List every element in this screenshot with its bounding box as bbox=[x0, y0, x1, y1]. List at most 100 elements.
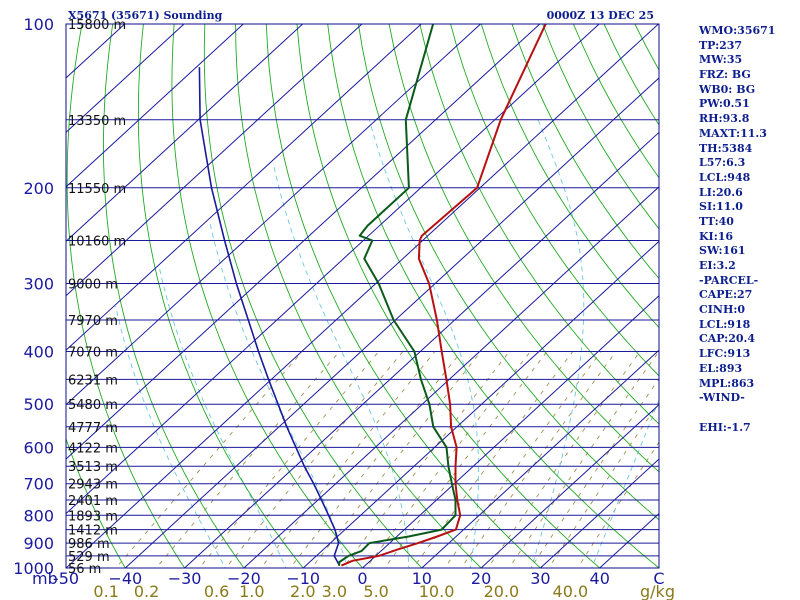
index-item: -WIND- bbox=[699, 391, 745, 405]
pressure-label: 800 bbox=[23, 506, 54, 525]
isotherm bbox=[66, 24, 600, 515]
pressure-label: 300 bbox=[23, 275, 54, 294]
mixing-ratio-line bbox=[577, 441, 659, 568]
index-item: TH:5384 bbox=[699, 141, 753, 155]
isotherm bbox=[66, 24, 422, 351]
pressure-labels: 1000 900 800 700 600 500 400 300 200 100 bbox=[13, 15, 54, 578]
index-item: WB0: BG bbox=[699, 82, 756, 96]
index-item: TP:237 bbox=[699, 38, 743, 52]
dry-adiabat bbox=[419, 24, 659, 425]
index-item: L57:6.3 bbox=[699, 156, 746, 170]
dry-adiabat bbox=[327, 24, 659, 568]
height-label: 1893 m bbox=[68, 509, 118, 524]
mixing-ratio-label: 1.0 bbox=[239, 582, 264, 600]
index-item: SW:161 bbox=[699, 244, 746, 258]
mixing-ratio-line bbox=[155, 351, 340, 568]
temperature-tick-label: −40 bbox=[108, 569, 142, 588]
dry-adiabat bbox=[480, 24, 659, 329]
mixing-ratio-label: 20.0 bbox=[484, 582, 520, 600]
height-label: 3513 m bbox=[68, 460, 118, 475]
index-item: LCL:948 bbox=[699, 170, 751, 184]
dry-adiabat bbox=[450, 24, 659, 377]
dry-adiabat bbox=[203, 24, 423, 568]
isotherms bbox=[66, 24, 659, 568]
height-label: 4122 m bbox=[68, 441, 118, 456]
height-label: 529 m bbox=[68, 550, 110, 565]
temperature-tick-label: 0 bbox=[357, 569, 367, 588]
height-label: 986 m bbox=[68, 537, 110, 552]
height-label: 7970 m bbox=[68, 314, 118, 329]
dry-adiabat bbox=[137, 24, 304, 568]
dry-adiabat bbox=[235, 24, 482, 568]
height-label: 13350 m bbox=[68, 114, 126, 129]
temperature-tick-label: 10 bbox=[412, 569, 432, 588]
index-item: SI:11.0 bbox=[699, 200, 743, 214]
dry-adiabat bbox=[103, 24, 245, 568]
mixing-ratio-label: 0.6 bbox=[204, 582, 229, 600]
mixing-ratio-line bbox=[115, 351, 303, 568]
isotherm bbox=[124, 77, 659, 568]
dry-adiabat bbox=[66, 24, 186, 568]
moist-adiabat bbox=[115, 305, 226, 568]
height-label: 6231 m bbox=[68, 373, 118, 388]
mixing-ratio-label: 2.0 bbox=[290, 582, 315, 600]
temperature-labels: -50 −40 −30 −20 −10 0 10 20 30 40 C bbox=[53, 569, 665, 588]
height-label: 9000 m bbox=[68, 278, 118, 293]
mixing-ratio-line bbox=[365, 351, 531, 568]
temperature-tick-label: 40 bbox=[590, 569, 610, 588]
index-item: EHI:-1.7 bbox=[699, 420, 751, 434]
index-item: TT:40 bbox=[699, 214, 734, 228]
moist-adiabat bbox=[158, 267, 287, 568]
mixing-ratio-label: 10.0 bbox=[419, 582, 455, 600]
dry-adiabat bbox=[265, 24, 542, 568]
index-item: MPL:863 bbox=[699, 376, 755, 390]
sounding-profiles bbox=[198, 24, 547, 567]
index-item: CAPE:27 bbox=[699, 288, 753, 302]
mixing-ratio-label: 0.1 bbox=[93, 582, 118, 600]
index-item: EL:893 bbox=[699, 361, 743, 375]
index-item: -PARCEL- bbox=[699, 273, 759, 287]
mixing-ratio-label: 3.0 bbox=[322, 582, 347, 600]
temperature-tick-label: C bbox=[653, 569, 664, 588]
mixing-ratio-line bbox=[260, 351, 436, 568]
pressure-unit-label: mb bbox=[32, 569, 58, 588]
pressure-label: 1000 bbox=[13, 559, 54, 578]
isotherm bbox=[184, 131, 659, 568]
plot-frame bbox=[65, 23, 660, 569]
sounding-title: X5671 (35671) Sounding bbox=[68, 9, 223, 22]
index-item: FRZ: BG bbox=[699, 68, 751, 82]
mixing-ratio-labels: 0.1 0.2 0.6 1.0 2.0 3.0 5.0 10.0 20.0 40.0 bbox=[93, 582, 588, 600]
temperature-tick-label: 30 bbox=[530, 569, 550, 588]
height-label: 11550 m bbox=[68, 182, 126, 197]
temperature-tick-label: −10 bbox=[286, 569, 320, 588]
mixing-ratio-label: 40.0 bbox=[553, 582, 589, 600]
temperature-tick-label: -50 bbox=[53, 569, 79, 588]
isotherm bbox=[66, 24, 244, 188]
isotherm bbox=[66, 24, 303, 242]
dry-adiabat bbox=[66, 437, 126, 568]
height-label: 1412 m bbox=[68, 524, 118, 539]
mixing-ratio-label: 0.2 bbox=[134, 582, 159, 600]
height-label: 4777 m bbox=[68, 421, 118, 436]
dry-adiabats bbox=[66, 24, 659, 568]
index-item: WMO:35671 bbox=[699, 24, 776, 37]
index-item: LCL:918 bbox=[699, 317, 751, 331]
dry-adiabat bbox=[511, 24, 659, 280]
isotherm bbox=[66, 24, 363, 297]
moist-adiabat bbox=[272, 162, 410, 568]
isotherm bbox=[66, 24, 659, 568]
mixing-ratio-line bbox=[311, 351, 482, 568]
mixing-ratio-line bbox=[198, 351, 380, 568]
height-label: 2401 m bbox=[68, 494, 118, 509]
height-label: 2943 m bbox=[68, 478, 118, 493]
index-item: EI:3.2 bbox=[699, 259, 736, 272]
isotherm bbox=[66, 24, 481, 406]
height-label: 7070 m bbox=[68, 346, 118, 361]
mixing-ratio-line bbox=[384, 351, 548, 568]
isotherm bbox=[480, 403, 659, 568]
index-item: LI:20.6 bbox=[699, 185, 743, 199]
mixing-ratio-lines bbox=[115, 351, 659, 568]
dry-adiabat bbox=[357, 24, 659, 521]
